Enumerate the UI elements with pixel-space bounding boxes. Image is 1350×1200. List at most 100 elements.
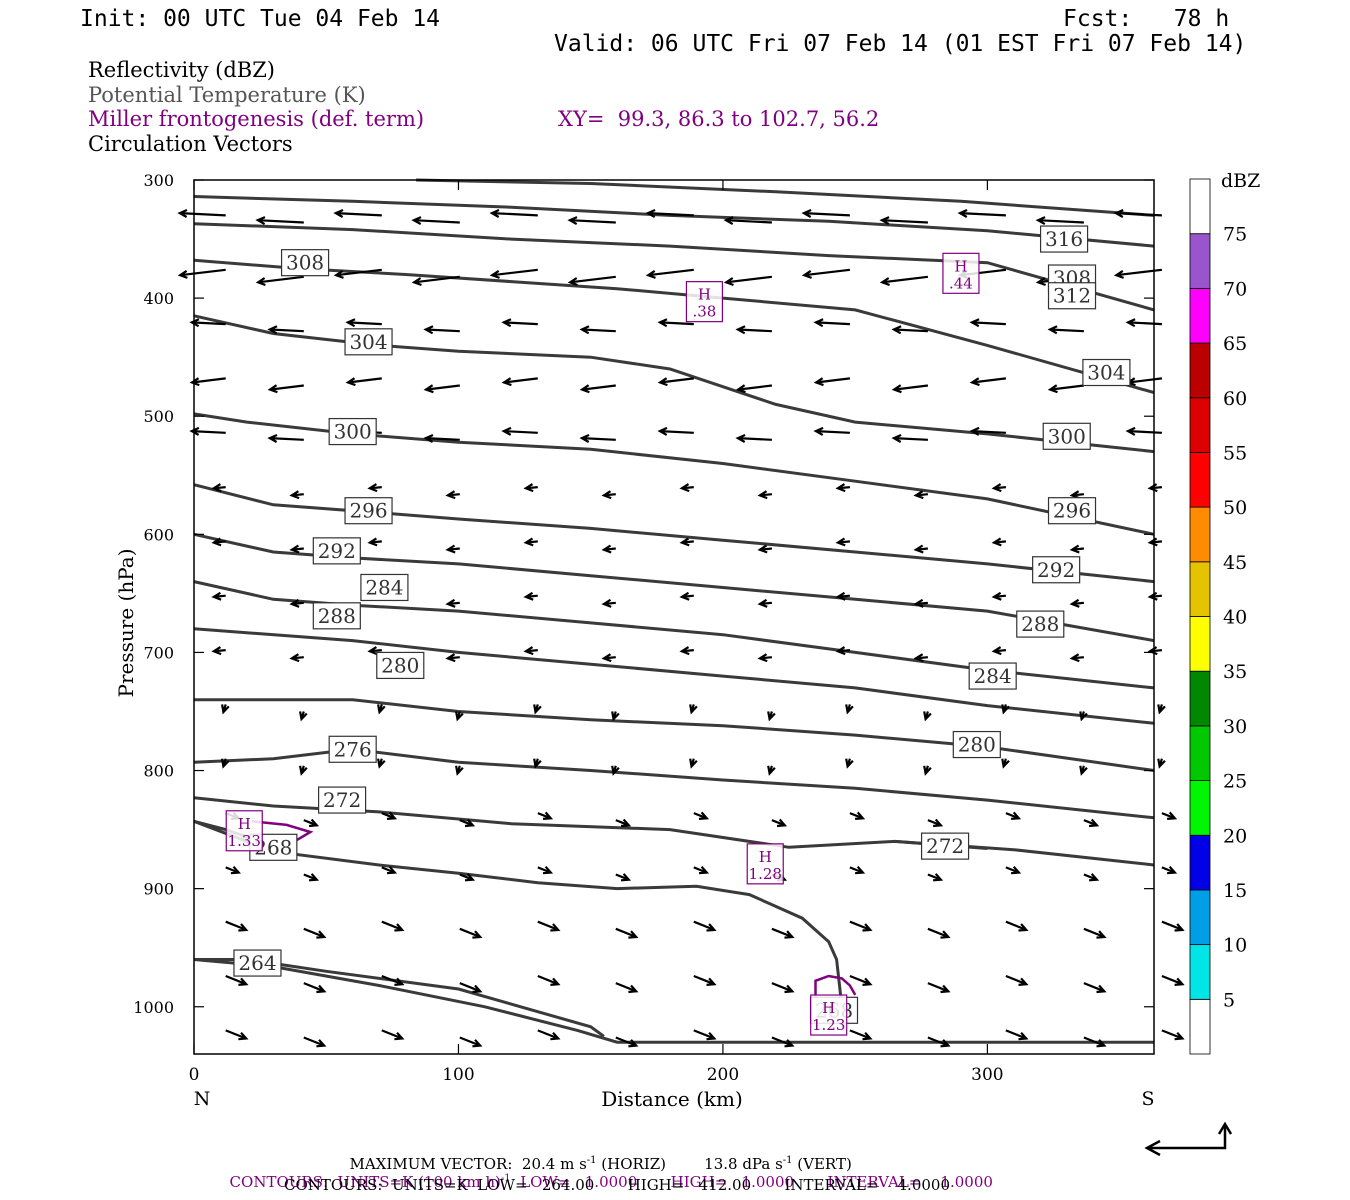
- circulation-vector: [537, 811, 554, 820]
- frontogenesis-max-label: H: [698, 286, 711, 304]
- south-end-label: S: [1141, 1088, 1154, 1110]
- circulation-vector: [849, 1029, 873, 1041]
- circulation-vector: [1125, 318, 1162, 328]
- circulation-vector: [657, 377, 694, 387]
- contour-label: 316: [1045, 227, 1083, 251]
- contour-label: 292: [1037, 558, 1075, 582]
- circulation-vector: [303, 873, 320, 882]
- circulation-vector: [459, 927, 483, 939]
- y-tick-label: 1000: [133, 998, 174, 1017]
- y-tick-label: 900: [143, 880, 174, 899]
- colorbar-title: dBZ: [1221, 170, 1260, 192]
- circulation-vector: [255, 216, 304, 226]
- circulation-vector: [423, 384, 460, 394]
- y-tick-label: 700: [143, 643, 174, 662]
- plot-frame: [193, 179, 1155, 1055]
- contour-label-box: [968, 662, 1017, 690]
- contour-label-box: [280, 249, 330, 277]
- circulation-vector: [611, 765, 620, 776]
- y-tick-label: 500: [143, 407, 174, 426]
- circulation-vector: [221, 704, 230, 715]
- contour-label: 296: [1053, 499, 1091, 523]
- circulation-vector: [679, 591, 694, 601]
- circulation-vector: [221, 758, 230, 769]
- theta-contours-note: CONTOURS: UNITS=K LOW= 264.00 HIGH= 412.…: [284, 1176, 950, 1194]
- circulation-vector: [455, 765, 464, 776]
- frontogenesis-max-label: H: [759, 848, 772, 866]
- x-tick-label: 100: [442, 1065, 474, 1085]
- circulation-vector: [501, 377, 538, 387]
- contour-label: 296: [349, 499, 387, 523]
- circulation-vector: [679, 483, 694, 493]
- circulation-vector: [615, 982, 639, 994]
- circulation-vector: [1083, 982, 1107, 994]
- circulation-vector: [381, 865, 398, 875]
- circulation-vector: [189, 377, 226, 387]
- circulation-vector: [771, 1036, 795, 1048]
- circulation-vector: [913, 653, 929, 663]
- circulation-vector: [913, 544, 929, 554]
- circulation-vector: [523, 591, 538, 601]
- colorbar-segment: [1189, 834, 1211, 891]
- circulation-vector: [927, 982, 951, 994]
- circulation-vector: [1083, 927, 1107, 939]
- circulation-vector: [299, 765, 308, 776]
- contour-label-box: [1039, 225, 1089, 253]
- colorbar-segment: [1189, 998, 1211, 1055]
- contour-label-box: [952, 730, 1001, 759]
- contour-label: 280: [381, 653, 419, 677]
- frontogenesis-max-box: [685, 281, 724, 323]
- circulation-vector: [969, 377, 1007, 387]
- contour-label: 276: [334, 737, 372, 761]
- circulation-vector: [333, 208, 382, 218]
- circulation-vector: [1147, 483, 1163, 493]
- circulation-vector: [189, 426, 226, 436]
- circulation-vector: [927, 1036, 951, 1048]
- circulation-vector: [693, 920, 717, 932]
- circulation-vector: [1047, 384, 1085, 394]
- circulation-vector: [211, 591, 226, 601]
- circulation-vector: [723, 275, 773, 287]
- circulation-vector: [1069, 598, 1085, 608]
- colorbar-segment: [1189, 452, 1211, 508]
- axes: 300 400 500 600 700 800 900 1000 0 100 200 300 Dista…: [114, 171, 1155, 1111]
- frontogenesis-max-box: [746, 843, 784, 885]
- theta-contour-312: [193, 222, 1155, 312]
- contour-label: 312: [1053, 284, 1091, 308]
- circulation-vector: [835, 483, 851, 493]
- x-tick-label: 0: [189, 1065, 200, 1085]
- circulation-vector: [693, 974, 717, 986]
- circulation-vector: [489, 208, 538, 218]
- circulation-vector: [459, 818, 476, 828]
- theta-contour-300: [193, 412, 1155, 536]
- circulation-vector: [913, 598, 929, 608]
- circulation-vector: [923, 765, 932, 776]
- circulation-vector: [693, 1029, 717, 1041]
- circulation-vector: [601, 490, 616, 500]
- theta-contour-284: [193, 627, 1155, 725]
- colorbar-label: 70: [1223, 278, 1247, 300]
- circulation-vector: [991, 537, 1007, 547]
- circulation-vector: [423, 433, 460, 443]
- circulation-vector: [1005, 865, 1022, 875]
- contour-label-box: [1042, 422, 1091, 450]
- colorbar-segment: [1189, 670, 1211, 727]
- contour-label-box: [328, 417, 377, 446]
- circulation-vector: [289, 598, 304, 608]
- circulation-vector: [991, 483, 1007, 493]
- circulation-vector: [891, 384, 929, 394]
- circulation-vector: [345, 377, 382, 387]
- circulation-vector: [813, 426, 850, 436]
- contour-label-box: [920, 832, 970, 860]
- circulation-vector: [767, 765, 776, 776]
- colorbar: 5 10 15 20 25 30 35 40 45 50 55 60 65 70 75 dBZ: [1189, 170, 1260, 1055]
- colorbar-label: 50: [1223, 497, 1247, 519]
- circulation-vector: [381, 974, 405, 986]
- frontogenesis-max-label: H: [822, 999, 835, 1017]
- circulation-vector: [289, 544, 304, 554]
- x-axis-label: Distance (km): [601, 1087, 743, 1111]
- contour-label: 308: [286, 251, 324, 275]
- theta-contour-276: [193, 747, 1155, 820]
- circulation-vector: [615, 818, 632, 828]
- frontogenesis-max-label: H: [238, 815, 251, 833]
